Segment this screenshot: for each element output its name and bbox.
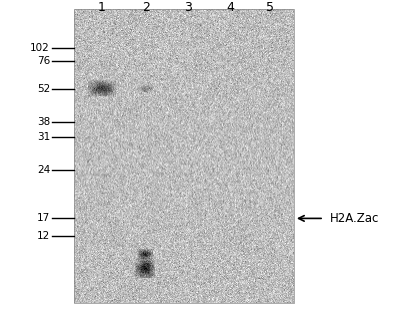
Text: 76: 76: [37, 56, 50, 66]
Text: 1: 1: [98, 1, 106, 14]
Text: 52: 52: [37, 84, 50, 94]
Text: 2: 2: [142, 1, 150, 14]
Text: 5: 5: [266, 1, 274, 14]
Text: 3: 3: [184, 1, 192, 14]
Text: 17: 17: [37, 213, 50, 223]
Text: 31: 31: [37, 132, 50, 142]
Text: 102: 102: [30, 43, 50, 53]
Bar: [74, 9, 294, 303]
Text: 24: 24: [37, 165, 50, 175]
Text: 38: 38: [37, 117, 50, 127]
Text: 12: 12: [37, 231, 50, 241]
Text: H2A.Zac: H2A.Zac: [330, 212, 379, 225]
Text: 4: 4: [226, 1, 234, 14]
